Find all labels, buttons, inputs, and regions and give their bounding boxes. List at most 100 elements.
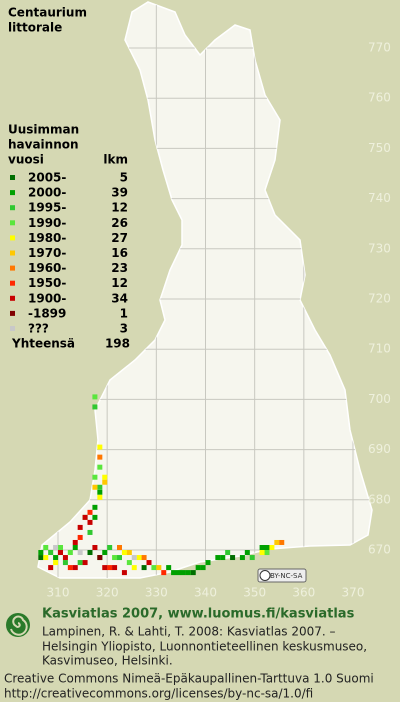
- legend-count: 27: [111, 231, 128, 245]
- occurrence-square: [102, 550, 108, 556]
- legend-label: -1899: [28, 306, 66, 320]
- legend-swatch: [10, 175, 15, 180]
- badge-icon: [259, 570, 271, 581]
- title: littorale: [8, 21, 62, 35]
- occurrence-square: [38, 550, 44, 556]
- legend-label: 1990-: [28, 216, 66, 230]
- occurrence-square: [92, 504, 98, 510]
- occurrence-square: [82, 560, 88, 566]
- occurrence-square: [156, 565, 162, 571]
- occurrence-square: [259, 545, 265, 550]
- x-tick-label: 340: [194, 586, 217, 600]
- occurrence-square: [92, 394, 98, 400]
- legend-swatch: [10, 205, 15, 211]
- occurrence-square: [77, 534, 83, 540]
- legend-label: 2000-: [28, 186, 66, 200]
- legend-label: ???: [28, 322, 49, 336]
- legend-count: 34: [111, 291, 128, 305]
- legend-header: Uusimman: [8, 123, 79, 137]
- citation: Kasvimuseo, Helsinki.: [42, 654, 173, 668]
- legend-count: 26: [111, 216, 128, 230]
- legend-label: 1970-: [28, 246, 66, 260]
- occurrence-square: [141, 565, 147, 571]
- total-value: 198: [105, 337, 130, 351]
- legend-swatch: [10, 295, 15, 301]
- occurrence-square: [38, 555, 44, 561]
- occurrence-square: [77, 550, 83, 556]
- occurrence-square: [62, 555, 68, 561]
- license-url[interactable]: http://creativecommons.org/licenses/by-n…: [4, 687, 313, 701]
- y-tick-label: 770: [368, 41, 391, 55]
- occurrence-square: [200, 565, 206, 571]
- occurrence-square: [190, 570, 196, 576]
- legend-count: 5: [120, 171, 128, 185]
- legend-swatch: [10, 310, 15, 316]
- x-tick-label: 320: [96, 586, 119, 600]
- y-tick-label: 730: [368, 241, 391, 255]
- occurrence-square: [72, 545, 78, 550]
- y-tick-label: 690: [368, 442, 391, 456]
- occurrence-square: [58, 545, 63, 550]
- occurrence-square: [97, 454, 103, 460]
- legend-count: 12: [111, 201, 128, 215]
- legend-count: 3: [120, 322, 128, 336]
- license-text: Creative Commons Nimeä-Epäkaupallinen-Ta…: [4, 672, 374, 686]
- occurrence-square: [185, 570, 191, 576]
- occurrence-square: [67, 565, 73, 571]
- occurrence-square: [72, 539, 78, 545]
- y-tick-label: 720: [368, 292, 391, 306]
- occurrence-square: [58, 550, 63, 556]
- y-tick-label: 670: [368, 543, 391, 557]
- occurrence-square: [87, 509, 93, 515]
- occurrence-square: [126, 550, 132, 556]
- citation: Lampinen, R. & Lahti, T. 2008: Kasviatla…: [42, 625, 336, 639]
- occurrence-square: [53, 555, 59, 561]
- occurrence-square: [274, 539, 280, 545]
- occurrence-square: [225, 550, 231, 556]
- occurrence-square: [72, 565, 78, 571]
- occurrence-square: [121, 550, 127, 556]
- occurrence-square: [220, 555, 226, 561]
- legend-label: 1995-: [28, 201, 66, 215]
- occurrence-square: [97, 464, 103, 470]
- occurrence-square: [102, 479, 108, 485]
- occurrence-square: [97, 484, 103, 490]
- occurrence-square: [102, 474, 108, 480]
- footer-heading[interactable]: Kasviatlas 2007, www.luomus.fi/kasviatla…: [42, 607, 355, 622]
- badge-box: [257, 568, 307, 583]
- badge-text: BY-NC-SA: [270, 572, 303, 580]
- occurrence-square: [117, 545, 122, 550]
- legend-swatch: [10, 220, 15, 226]
- citation: Helsingin Yliopisto, Luonnontieteellinen…: [42, 640, 367, 654]
- legend-count: 12: [111, 276, 128, 290]
- occurrence-square: [131, 555, 137, 561]
- occurrence-square: [161, 570, 167, 576]
- occurrence-square: [112, 555, 118, 561]
- occurrence-square: [264, 550, 270, 556]
- occurrence-square: [264, 545, 270, 550]
- occurrence-square: [62, 560, 68, 566]
- occurrence-square: [269, 545, 275, 550]
- legend-label: 1960-: [28, 261, 66, 275]
- x-tick-label: 360: [292, 586, 315, 600]
- x-tick-label: 330: [145, 586, 168, 600]
- legend-count-header: lkm: [103, 153, 128, 167]
- occurrence-square: [43, 545, 49, 550]
- occurrence-square: [171, 570, 177, 576]
- occurrence-square: [215, 555, 221, 561]
- y-tick-label: 680: [368, 492, 391, 506]
- y-tick-label: 760: [368, 91, 391, 105]
- license-badge[interactable]: BY-NC-SA: [257, 568, 307, 583]
- occurrence-square: [92, 404, 98, 410]
- y-tick-label: 710: [368, 342, 391, 356]
- legend-label: 1980-: [28, 231, 66, 245]
- occurrence-square: [151, 565, 157, 571]
- occurrence-square: [141, 555, 147, 561]
- occurrence-square: [107, 565, 113, 571]
- occurrence-square: [136, 555, 142, 561]
- occurrence-square: [205, 560, 211, 566]
- occurrence-square: [92, 545, 98, 550]
- legend-label: 1900-: [28, 291, 66, 305]
- occurrence-square: [92, 484, 98, 490]
